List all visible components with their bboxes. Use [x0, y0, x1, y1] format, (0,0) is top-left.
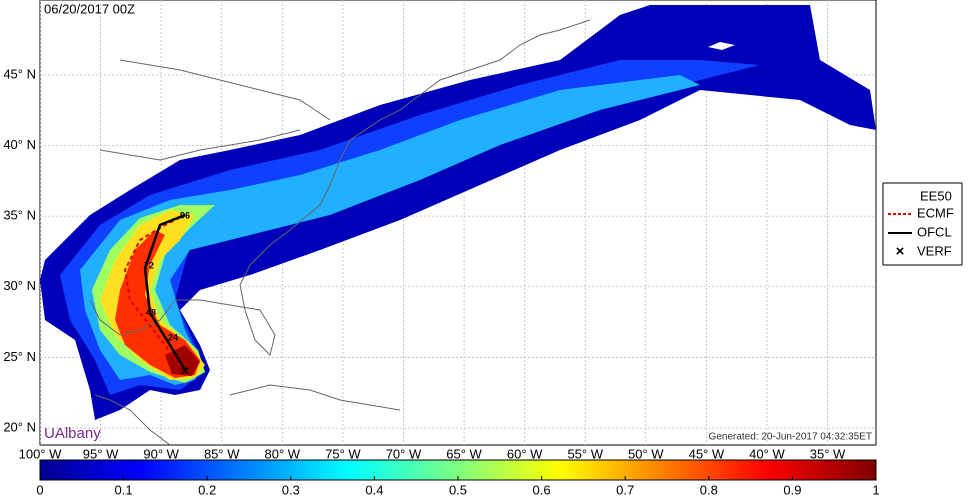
x-tick-label: 50° W: [628, 446, 664, 461]
y-tick-label: 40° N: [3, 137, 36, 152]
ecmf-track: [123, 214, 186, 373]
x-tick-label: 60° W: [507, 446, 543, 461]
colorbar-tick-label: 0.2: [198, 482, 216, 497]
x-tick-label: 75° W: [325, 446, 361, 461]
legend-box: [882, 182, 963, 266]
legend-entry: ECMF: [917, 205, 954, 220]
colorbar-tick-label: 0: [36, 482, 43, 497]
generated-time: Generated: 20-Jun-2017 04:32:35ET: [709, 432, 872, 443]
y-tick-label: 35° N: [3, 208, 36, 223]
track-label: 48: [146, 307, 156, 317]
x-tick-label: 85° W: [204, 446, 240, 461]
y-tick-label: 45° N: [3, 66, 36, 81]
colorbar-tick-label: 0.3: [282, 482, 300, 497]
colorbar-tick-label: 0.5: [449, 482, 467, 497]
tracks: 24 48 72 96 ×: [123, 210, 190, 379]
x-tick-label: 55° W: [567, 446, 603, 461]
watermark: UAlbany: [44, 425, 101, 442]
colorbar-tick-label: 0.4: [365, 482, 383, 497]
legend-entry: VERF: [917, 243, 952, 258]
colorbar-tick-label: 0.7: [616, 482, 634, 497]
x-tick-label: 100° W: [19, 446, 63, 461]
track-label: 72: [144, 260, 154, 270]
x-tick-label: 90° W: [143, 446, 179, 461]
colorbar-tick-label: 1: [872, 482, 879, 497]
probability-swath: [40, 5, 876, 420]
legend-swatch: ×: [896, 243, 905, 260]
colorbar-tick-label: 0.6: [533, 482, 551, 497]
map-title: 06/20/2017 00Z: [44, 1, 135, 16]
verification-marker: ×: [181, 363, 189, 379]
x-tick-label: 80° W: [265, 446, 301, 461]
legend-title: EE50: [920, 188, 952, 203]
colorbar-tick-label: 0.8: [700, 482, 718, 497]
ofcl-track: [143, 213, 187, 371]
x-tick-label: 45° W: [689, 446, 725, 461]
legend: EE50 ECMF OFCL × VERF: [882, 182, 963, 266]
x-tick-label: 40° W: [749, 446, 785, 461]
x-tick-label: 70° W: [386, 446, 422, 461]
x-tick-label: 65° W: [446, 446, 482, 461]
y-tick-label: 25° N: [3, 349, 36, 364]
track-label: 24: [168, 332, 178, 342]
coastlines: [89, 19, 591, 445]
y-tick-label: 30° N: [3, 278, 36, 293]
legend-entry: OFCL: [917, 224, 952, 239]
x-tick-label: 35° W: [810, 446, 846, 461]
x-tick-label: 95° W: [83, 446, 119, 461]
y-tick-label: 20° N: [3, 419, 36, 434]
track-label: 96: [180, 210, 190, 220]
colorbar-tick-label: 0.9: [783, 482, 801, 497]
colorbar-tick-label: 0.1: [115, 482, 133, 497]
